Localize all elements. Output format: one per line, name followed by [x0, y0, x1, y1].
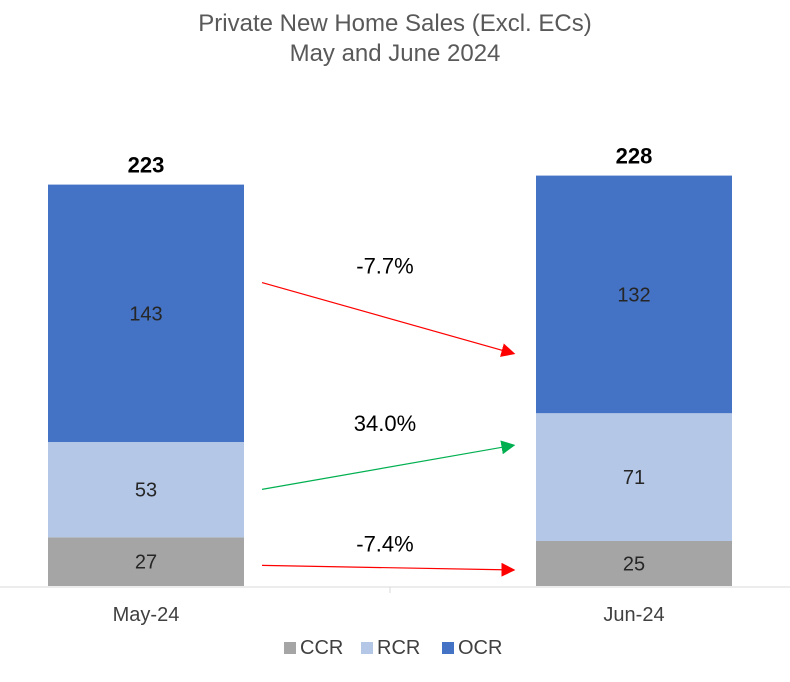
change-arrow-rcr: [261, 440, 516, 490]
change-arrow-ccr: [261, 562, 516, 577]
change-label-ccr: -7.4%: [356, 531, 413, 556]
data-label-ccr-jun-24: 25: [623, 554, 645, 576]
data-label-ccr-may-24: 27: [135, 552, 157, 574]
change-label-rcr: 34.0%: [354, 411, 416, 436]
x-tick-label-may-24: May-24: [113, 604, 180, 626]
legend-swatch-ocr: [442, 642, 454, 654]
legend-label-ccr: CCR: [300, 637, 343, 659]
legend-swatch-rcr: [361, 642, 373, 654]
chart-subtitle: May and June 2024: [289, 40, 501, 67]
bar-ocr-jun-24: [536, 175, 732, 414]
total-label-jun-24: 228: [616, 144, 653, 169]
bar-rcr-jun-24: [536, 413, 732, 541]
change-arrow-ocr: [261, 282, 516, 357]
change-label-ocr: -7.7%: [356, 254, 413, 279]
total-label-may-24: 223: [128, 153, 165, 178]
bar-ccr-jun-24: [536, 541, 732, 586]
data-label-rcr-may-24: 53: [135, 480, 157, 502]
bar-ocr-may-24: [48, 184, 244, 442]
legend-label-ocr: OCR: [458, 637, 502, 659]
bar-rcr-may-24: [48, 442, 244, 538]
bar-ccr-may-24: [48, 537, 244, 586]
legend-swatch-ccr: [284, 642, 296, 654]
chart-title: Private New Home Sales (Excl. ECs): [198, 10, 592, 37]
data-label-ocr-may-24: 143: [129, 303, 162, 325]
x-tick-label-jun-24: Jun-24: [603, 604, 664, 626]
legend-label-rcr: RCR: [377, 637, 420, 659]
data-label-ocr-jun-24: 132: [617, 284, 650, 306]
data-label-rcr-jun-24: 71: [623, 467, 645, 489]
